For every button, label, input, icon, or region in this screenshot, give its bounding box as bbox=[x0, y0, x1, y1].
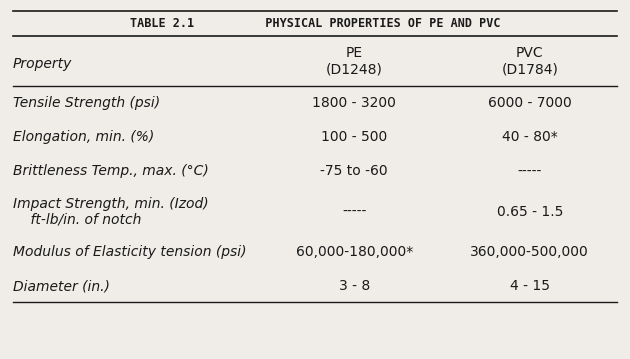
Text: -----: ----- bbox=[342, 205, 367, 219]
Text: Diameter (in.): Diameter (in.) bbox=[13, 279, 110, 293]
Text: Brittleness Temp., max. (°C): Brittleness Temp., max. (°C) bbox=[13, 164, 209, 178]
Text: -----: ----- bbox=[517, 164, 542, 178]
Text: TABLE 2.1          PHYSICAL PROPERTIES OF PE AND PVC: TABLE 2.1 PHYSICAL PROPERTIES OF PE AND … bbox=[130, 17, 500, 30]
Text: 6000 - 7000: 6000 - 7000 bbox=[488, 96, 571, 110]
Text: 60,000-180,000*: 60,000-180,000* bbox=[295, 245, 413, 259]
Text: 40 - 80*: 40 - 80* bbox=[502, 130, 558, 144]
Text: PE
(D1248): PE (D1248) bbox=[326, 46, 383, 76]
Text: 1800 - 3200: 1800 - 3200 bbox=[312, 96, 396, 110]
Text: Modulus of Elasticity tension (psi): Modulus of Elasticity tension (psi) bbox=[13, 245, 246, 259]
Text: Impact Strength, min. (Izod)
    ft-lb/in. of notch: Impact Strength, min. (Izod) ft-lb/in. o… bbox=[13, 197, 209, 227]
Text: 100 - 500: 100 - 500 bbox=[321, 130, 387, 144]
Text: Elongation, min. (%): Elongation, min. (%) bbox=[13, 130, 154, 144]
Text: PVC
(D1784): PVC (D1784) bbox=[501, 46, 558, 76]
Text: 4 - 15: 4 - 15 bbox=[510, 279, 550, 293]
Text: Property: Property bbox=[13, 57, 72, 70]
Text: Tensile Strength (psi): Tensile Strength (psi) bbox=[13, 96, 160, 110]
Text: 0.65 - 1.5: 0.65 - 1.5 bbox=[496, 205, 563, 219]
Text: -75 to -60: -75 to -60 bbox=[321, 164, 388, 178]
Text: 360,000-500,000: 360,000-500,000 bbox=[471, 245, 589, 259]
Text: 3 - 8: 3 - 8 bbox=[339, 279, 370, 293]
